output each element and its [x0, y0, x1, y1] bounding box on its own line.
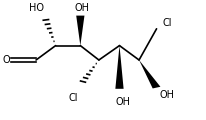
- Text: OH: OH: [159, 90, 174, 100]
- Polygon shape: [115, 46, 124, 89]
- Text: Cl: Cl: [162, 18, 172, 28]
- Polygon shape: [139, 60, 160, 88]
- Text: HO: HO: [29, 3, 43, 13]
- Polygon shape: [76, 16, 84, 46]
- Text: O: O: [2, 55, 10, 65]
- Text: Cl: Cl: [68, 93, 78, 103]
- Text: OH: OH: [115, 97, 130, 107]
- Text: OH: OH: [75, 3, 90, 13]
